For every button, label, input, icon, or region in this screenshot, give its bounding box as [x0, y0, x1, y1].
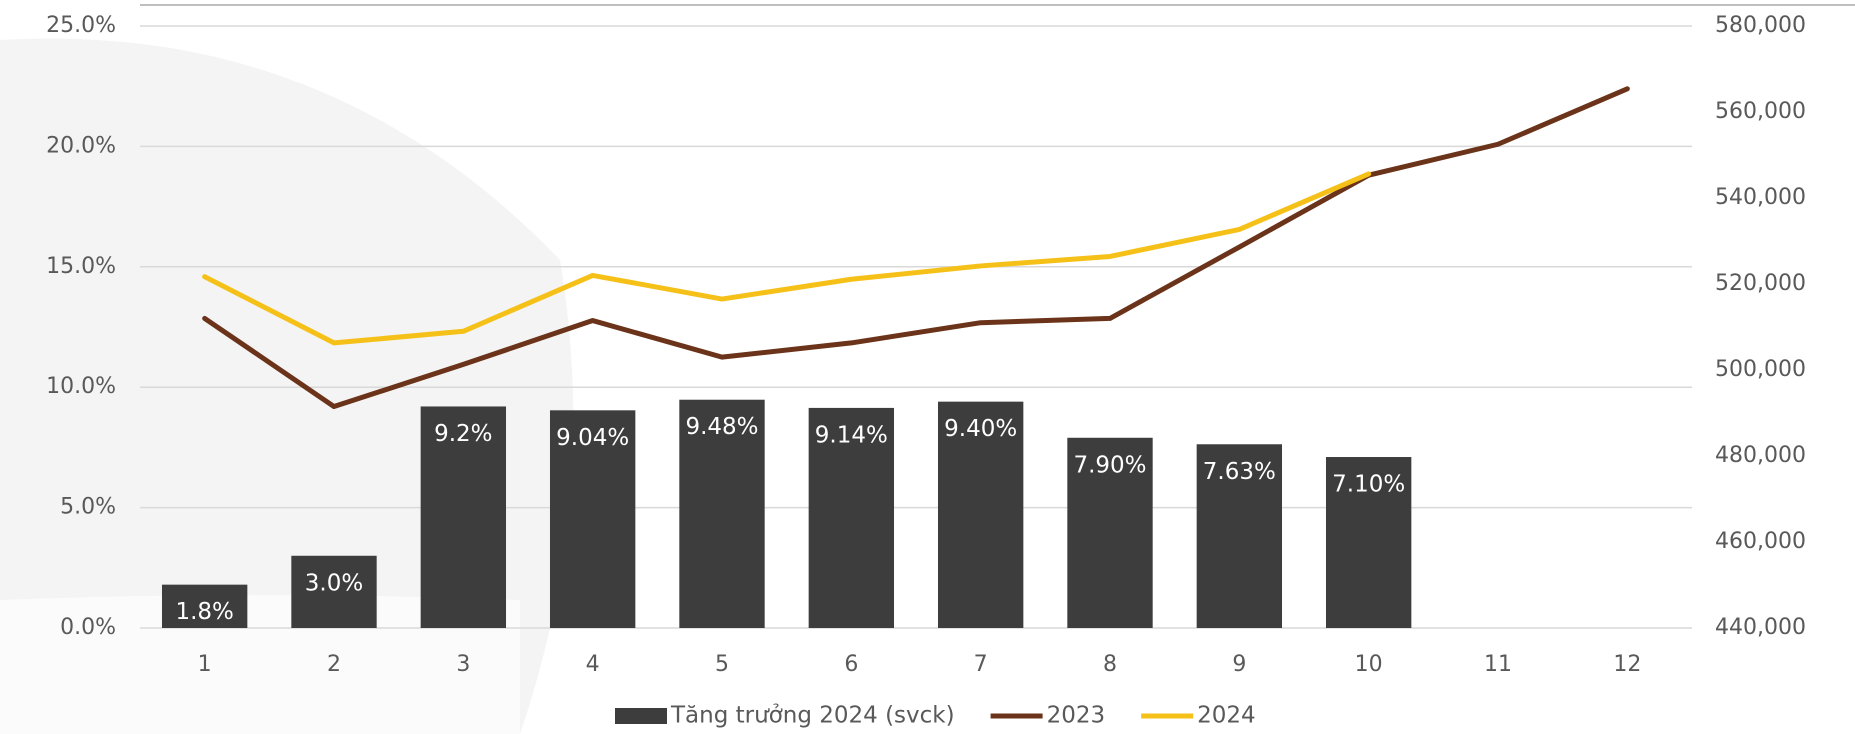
data-label: 7.90% [1073, 452, 1146, 478]
bar [808, 407, 895, 628]
x-tick-label: 11 [1484, 652, 1512, 677]
x-tick-label: 4 [586, 652, 600, 677]
bar [420, 406, 507, 628]
y2-tick-label: 480,000 [1715, 443, 1806, 468]
y-tick-label: 0.0% [60, 615, 116, 640]
y2-tick-label: 580,000 [1715, 13, 1806, 38]
y2-tick-label: 540,000 [1715, 185, 1806, 210]
y-tick-label: 20.0% [46, 133, 116, 158]
y2-tick-label: 460,000 [1715, 529, 1806, 554]
bar [1196, 444, 1283, 628]
data-label: 1.8% [175, 599, 233, 625]
bar [1325, 457, 1412, 628]
data-label: 9.40% [944, 416, 1017, 442]
bar [161, 584, 248, 628]
x-tick-label: 3 [456, 652, 470, 677]
bar [1067, 437, 1153, 628]
x-tick-label: 9 [1232, 652, 1246, 677]
legend-label: 2023 [1047, 703, 1106, 729]
x-tick-label: 12 [1613, 652, 1641, 677]
y2-tick-label: 520,000 [1715, 271, 1806, 296]
data-label: 3.0% [305, 570, 363, 596]
data-label: 9.14% [815, 422, 888, 448]
x-tick-label: 6 [844, 652, 858, 677]
x-tick-label: 7 [974, 652, 988, 677]
data-label: 7.63% [1203, 459, 1276, 485]
y-tick-label: 10.0% [46, 374, 116, 399]
y-tick-label: 15.0% [46, 254, 116, 279]
legend-label: Tăng trưởng 2024 (svck) [670, 703, 955, 729]
data-label: 9.2% [434, 421, 492, 447]
bar [937, 401, 1024, 628]
x-tick-label: 5 [715, 652, 729, 677]
data-label: 9.04% [556, 425, 629, 451]
background-shape [0, 595, 520, 734]
y-tick-label: 5.0% [60, 495, 116, 520]
bar [549, 410, 636, 628]
data-label: 7.10% [1332, 472, 1405, 498]
legend-swatch [615, 708, 667, 724]
x-tick-label: 1 [198, 652, 212, 677]
y-tick-label: 25.0% [46, 13, 116, 38]
data-label: 9.48% [685, 414, 758, 440]
legend-label: 2024 [1197, 703, 1256, 729]
x-tick-label: 10 [1355, 652, 1383, 677]
y2-tick-label: 440,000 [1715, 615, 1806, 640]
bar [679, 399, 765, 628]
y2-tick-label: 560,000 [1715, 99, 1806, 124]
y2-tick-label: 500,000 [1715, 357, 1806, 382]
line [202, 171, 1372, 346]
bar [291, 555, 377, 628]
x-tick-label: 8 [1103, 652, 1117, 677]
line [202, 86, 1630, 410]
x-tick-label: 2 [327, 652, 341, 677]
